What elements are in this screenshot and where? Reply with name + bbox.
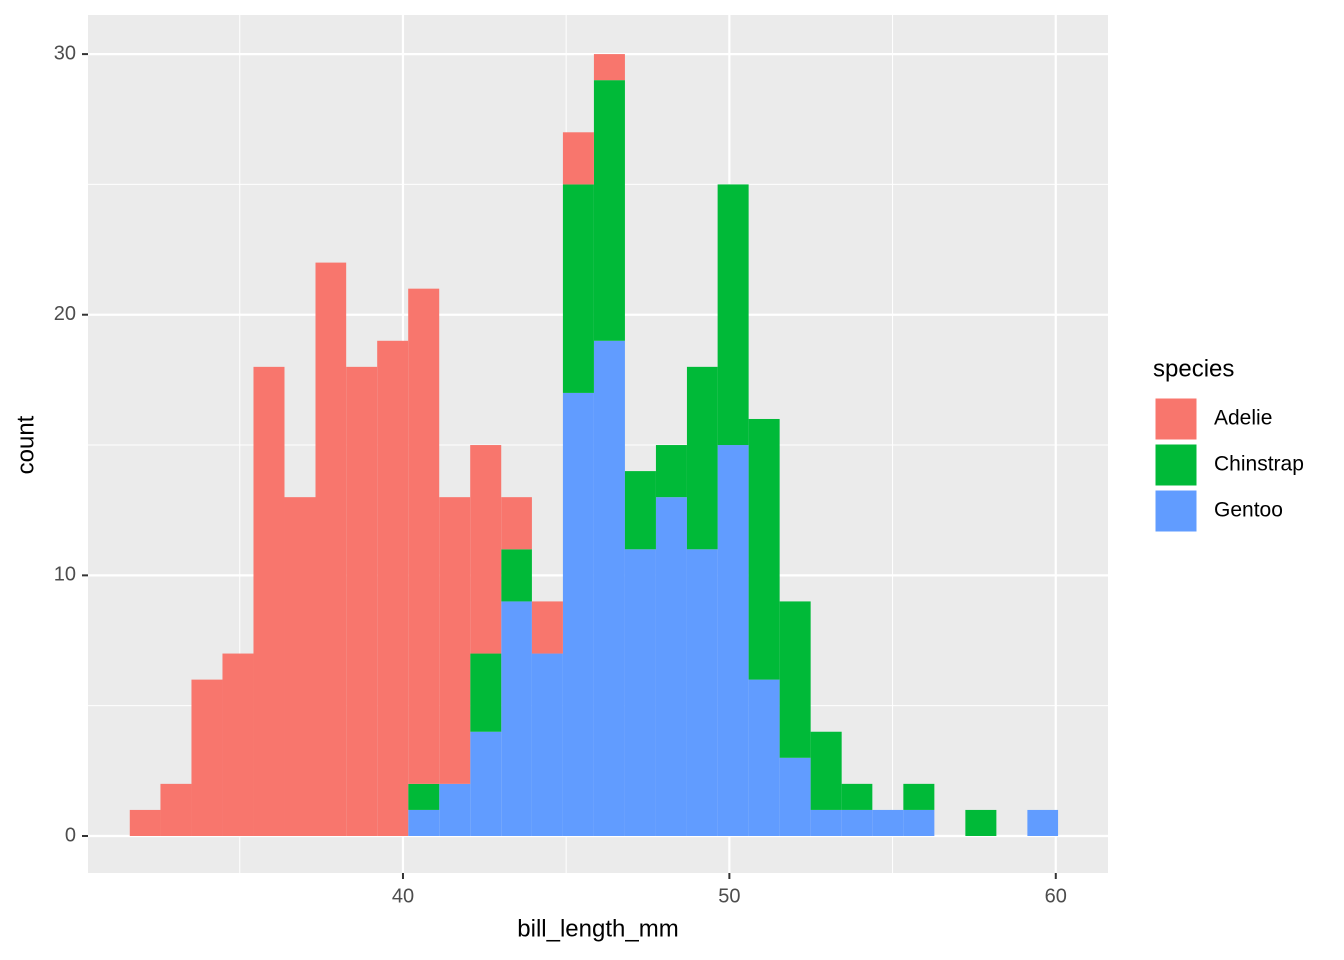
- y-tick-label: 10: [54, 564, 76, 586]
- bar: [593, 80, 625, 341]
- x-tick-label: 50: [718, 885, 740, 907]
- bar: [655, 497, 687, 836]
- bar: [717, 445, 749, 836]
- bar: [315, 262, 347, 836]
- legend-title: species: [1153, 355, 1234, 382]
- y-axis-title: count: [12, 415, 39, 474]
- bar: [748, 418, 780, 680]
- bar: [841, 783, 873, 810]
- bar: [377, 340, 409, 836]
- legend-key: [1154, 443, 1198, 487]
- y-tick-label: 0: [65, 824, 76, 846]
- bar: [841, 809, 873, 836]
- bar: [965, 809, 997, 836]
- bar: [501, 549, 532, 602]
- legend-key: [1154, 489, 1198, 533]
- bar: [253, 366, 285, 836]
- bar: [903, 783, 935, 810]
- bar: [593, 340, 625, 836]
- bar: [655, 445, 687, 498]
- bar: [779, 601, 811, 758]
- bar: [470, 445, 502, 654]
- x-tick-label: 40: [392, 885, 414, 907]
- bar: [1027, 809, 1059, 836]
- bar: [686, 549, 718, 836]
- bar: [439, 783, 471, 836]
- legend-label: Adelie: [1214, 407, 1272, 430]
- legend-label: Gentoo: [1214, 499, 1283, 522]
- bar: [624, 471, 656, 550]
- y-tick-label: 20: [54, 303, 76, 325]
- bar: [903, 809, 935, 836]
- bar: [686, 366, 718, 550]
- legend-key: [1154, 397, 1198, 441]
- bar: [531, 653, 563, 836]
- bar: [593, 54, 625, 81]
- legend-label: Chinstrap: [1214, 453, 1304, 476]
- bar: [439, 497, 471, 784]
- bar: [810, 809, 842, 836]
- bar: [562, 132, 594, 185]
- bar: [872, 809, 904, 836]
- bar: [531, 601, 563, 654]
- bar: [129, 809, 161, 836]
- bar: [284, 497, 316, 836]
- bar: [717, 184, 749, 446]
- bar: [408, 809, 440, 836]
- bar: [160, 783, 192, 836]
- bar: [408, 288, 440, 784]
- bar: [562, 392, 594, 836]
- bar: [624, 549, 656, 836]
- y-tick-label: 30: [54, 42, 76, 64]
- bar: [222, 653, 254, 836]
- bar: [470, 731, 502, 836]
- bar: [501, 601, 532, 836]
- bar: [408, 783, 440, 810]
- bar: [191, 679, 223, 836]
- bar: [748, 679, 780, 836]
- bar: [562, 184, 594, 393]
- x-tick-label: 60: [1045, 885, 1067, 907]
- bar: [779, 757, 811, 836]
- bar: [810, 731, 842, 810]
- bar: [501, 497, 532, 550]
- bar: [346, 366, 378, 836]
- x-axis-title: bill_length_mm: [517, 915, 678, 942]
- bar: [470, 653, 502, 732]
